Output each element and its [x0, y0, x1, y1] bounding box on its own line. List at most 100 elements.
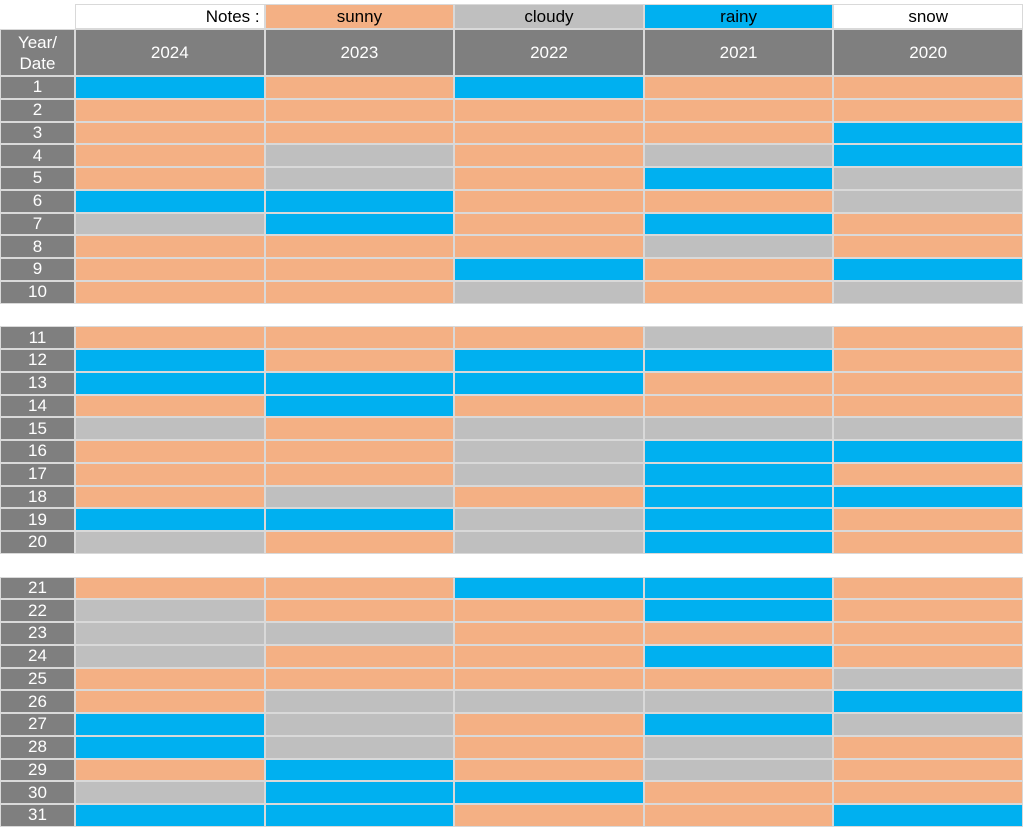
date-label: 15	[0, 417, 75, 440]
weather-cell	[643, 235, 834, 258]
legend-item: rainy	[643, 4, 834, 29]
legend-item: cloudy	[454, 4, 644, 29]
weather-cell	[833, 98, 1023, 122]
date-label: 21	[0, 576, 75, 600]
weather-cell	[75, 781, 265, 804]
weather-cell	[454, 576, 644, 600]
weather-cell	[833, 781, 1023, 804]
weather-cell	[454, 349, 644, 372]
weather-cell	[643, 758, 834, 782]
date-label: 16	[0, 440, 75, 463]
date-label: 4	[0, 144, 75, 167]
weather-cell	[75, 440, 265, 463]
weather-cell	[75, 804, 265, 827]
weather-cell	[643, 508, 834, 531]
date-label: 20	[0, 531, 75, 554]
weather-cell	[454, 735, 644, 759]
date-label: 3	[0, 121, 75, 145]
weather-cell	[643, 167, 834, 190]
weather-cell	[75, 462, 265, 486]
date-label: 2	[0, 98, 75, 122]
weather-cell	[264, 508, 455, 531]
date-label: 19	[0, 508, 75, 531]
weather-cell	[75, 713, 265, 736]
weather-cell	[75, 599, 265, 622]
weather-cell	[454, 508, 644, 531]
date-label: 25	[0, 667, 75, 691]
weather-cell	[264, 144, 455, 167]
weather-cell	[264, 349, 455, 372]
weather-cell	[643, 212, 834, 236]
weather-cell	[833, 508, 1023, 531]
weather-cell	[454, 804, 644, 827]
weather-cell	[643, 440, 834, 463]
weather-cell	[643, 576, 834, 600]
weather-cell	[75, 280, 265, 304]
date-label: 14	[0, 394, 75, 418]
weather-cell	[833, 644, 1023, 668]
weather-cell	[833, 371, 1023, 395]
weather-cell	[833, 576, 1023, 600]
weather-cell	[454, 644, 644, 668]
weather-cell	[833, 667, 1023, 691]
weather-cell	[264, 622, 455, 645]
weather-cell	[833, 349, 1023, 372]
weather-cell	[454, 76, 644, 99]
weather-cell	[643, 690, 834, 713]
weather-cell	[454, 531, 644, 554]
date-label: 26	[0, 690, 75, 713]
legend-item: sunny	[264, 4, 455, 29]
weather-cell	[833, 440, 1023, 463]
weather-cell	[264, 644, 455, 668]
weather-cell	[833, 622, 1023, 645]
weather-cell	[264, 326, 455, 349]
weather-cell	[75, 417, 265, 440]
weather-cell	[264, 98, 455, 122]
weather-cell	[643, 326, 834, 349]
date-label: 5	[0, 167, 75, 190]
weather-cell	[264, 781, 455, 804]
weather-cell	[454, 326, 644, 349]
weather-cell	[833, 76, 1023, 99]
weather-cell	[643, 462, 834, 486]
date-label: 12	[0, 349, 75, 372]
weather-cell	[264, 531, 455, 554]
weather-cell	[833, 121, 1023, 145]
weather-cell	[643, 349, 834, 372]
weather-cell	[454, 121, 644, 145]
weather-cell	[833, 758, 1023, 782]
date-label: 9	[0, 258, 75, 281]
weather-cell	[454, 667, 644, 691]
weather-cell	[833, 167, 1023, 190]
weather-cell	[264, 235, 455, 258]
weather-cell	[75, 235, 265, 258]
date-label: 13	[0, 371, 75, 395]
weather-cell	[264, 599, 455, 622]
date-label: 10	[0, 280, 75, 304]
weather-cell	[75, 326, 265, 349]
weather-cell	[833, 485, 1023, 509]
date-label: 24	[0, 644, 75, 668]
year-header: 2023	[264, 29, 455, 76]
weather-cell	[643, 713, 834, 736]
weather-cell	[643, 280, 834, 304]
weather-cell	[833, 258, 1023, 281]
weather-cell	[264, 462, 455, 486]
weather-cell	[264, 258, 455, 281]
date-label: 31	[0, 804, 75, 827]
weather-cell	[75, 212, 265, 236]
weather-cell	[643, 622, 834, 645]
weather-cell	[75, 485, 265, 509]
weather-cell	[833, 804, 1023, 827]
weather-cell	[264, 667, 455, 691]
date-label: 7	[0, 212, 75, 236]
weather-cell	[833, 531, 1023, 554]
weather-cell	[643, 781, 834, 804]
weather-cell	[264, 212, 455, 236]
weather-cell	[454, 713, 644, 736]
weather-cell	[833, 394, 1023, 418]
weather-cell	[75, 667, 265, 691]
weather-cell	[75, 167, 265, 190]
weather-cell	[833, 417, 1023, 440]
